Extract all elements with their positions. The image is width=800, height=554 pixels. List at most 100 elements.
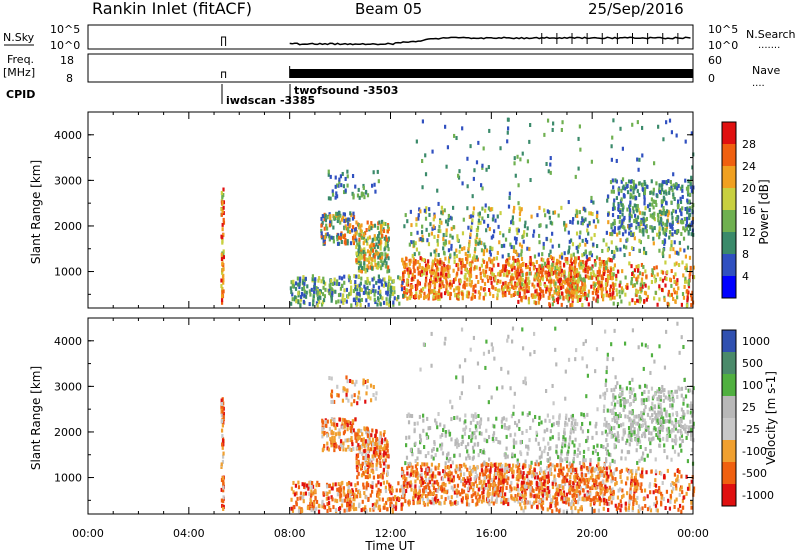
rti-cell <box>624 441 628 446</box>
rti-cell <box>529 262 532 267</box>
rti-cell <box>566 451 569 456</box>
rti-cell <box>417 295 421 300</box>
rti-cell <box>682 226 685 231</box>
rti-cell <box>402 495 406 500</box>
rti-cell <box>379 246 382 251</box>
rti-cell <box>472 206 476 211</box>
rti-cell <box>357 436 360 441</box>
rti-cell <box>623 215 626 220</box>
rti-cell <box>658 187 661 192</box>
rti-cell <box>455 464 458 469</box>
rti-cell <box>681 184 684 189</box>
rti-cell <box>422 271 425 276</box>
rti-cell <box>371 437 375 442</box>
rti-cell <box>352 428 355 433</box>
rti-cell <box>363 253 366 258</box>
rti-cell <box>548 267 551 272</box>
rti-cell <box>436 188 439 193</box>
rti-cell <box>412 240 415 245</box>
rti-cell <box>632 274 636 279</box>
rti-cell <box>566 497 569 502</box>
rti-cell <box>589 502 592 507</box>
rti-cell <box>481 491 484 496</box>
noise-right-tick-high: 10^5 <box>708 23 738 36</box>
rti-cell <box>607 257 611 262</box>
rti-cell <box>365 462 368 467</box>
rti-cell <box>220 257 224 262</box>
rti-cell <box>400 466 404 471</box>
rti-cell <box>548 470 552 475</box>
rti-cell <box>478 240 481 245</box>
rti-cell <box>363 247 366 252</box>
rti-cell <box>690 232 693 237</box>
rti-cell <box>629 200 632 205</box>
rti-cell <box>427 259 430 264</box>
rti-cell <box>466 476 469 481</box>
rti-cell <box>400 473 404 478</box>
rti-cell <box>626 207 629 212</box>
rti-cell <box>325 496 328 501</box>
freq-early-pulse <box>221 71 227 78</box>
rti-cell <box>569 278 572 283</box>
rti-cell <box>523 476 526 481</box>
rti-cell <box>476 498 479 503</box>
rti-cell <box>534 300 537 305</box>
rti-cell <box>656 272 659 277</box>
rti-cell <box>405 455 409 460</box>
rti-cell <box>368 459 371 464</box>
rti-cell <box>473 476 476 481</box>
rti-cell <box>491 207 494 212</box>
rti-cell <box>495 256 499 261</box>
rti-cell <box>354 227 357 232</box>
rti-cell <box>472 482 475 487</box>
rti-cell <box>528 500 531 505</box>
rti-cell <box>477 290 480 295</box>
rti-cell <box>606 281 609 286</box>
rti-cell <box>470 472 473 477</box>
rti-cell <box>350 502 353 507</box>
rti-cell <box>386 444 389 449</box>
rti-cell <box>443 291 447 296</box>
rti-cell <box>522 463 525 468</box>
rti-cell <box>382 467 385 472</box>
rti-cell <box>402 290 406 295</box>
rti-cell <box>643 299 646 304</box>
rti-cell <box>471 499 474 504</box>
rti-cell <box>518 272 521 277</box>
rti-cell <box>668 190 671 195</box>
rti-cell <box>504 264 507 269</box>
rti-cell <box>410 294 413 299</box>
rti-cell <box>598 257 601 262</box>
rti-cell <box>336 183 339 188</box>
rti-cell <box>617 207 620 212</box>
rti-cell <box>447 471 450 476</box>
rti-cell <box>382 439 385 444</box>
rti-cell <box>626 190 630 195</box>
rti-cell <box>415 247 419 252</box>
rti-cell <box>620 202 623 207</box>
rti-cell <box>406 267 409 272</box>
rti-cell <box>531 418 535 423</box>
rti-cell <box>346 482 349 487</box>
rti-cell <box>377 285 381 290</box>
rti-cell <box>377 474 380 479</box>
rti-cell <box>338 275 341 280</box>
rti-cell <box>418 485 421 490</box>
rti-cell <box>687 230 690 235</box>
rti-cell <box>459 479 463 484</box>
rti-cell <box>672 287 676 292</box>
rti-cell <box>627 179 631 184</box>
rti-cell <box>686 295 689 300</box>
rti-cell <box>593 259 597 264</box>
rti-cell <box>339 286 343 291</box>
rti-cell <box>501 290 504 295</box>
rti-cell <box>321 504 324 509</box>
rti-cell <box>558 266 561 271</box>
rti-cell <box>622 184 625 189</box>
rti-cell <box>546 118 550 123</box>
rti-cell <box>443 500 446 505</box>
rti-cell <box>437 234 440 239</box>
freq-right-tick-low: 0 <box>708 72 715 85</box>
rti-cell <box>358 435 361 440</box>
rti-cell <box>572 259 576 264</box>
